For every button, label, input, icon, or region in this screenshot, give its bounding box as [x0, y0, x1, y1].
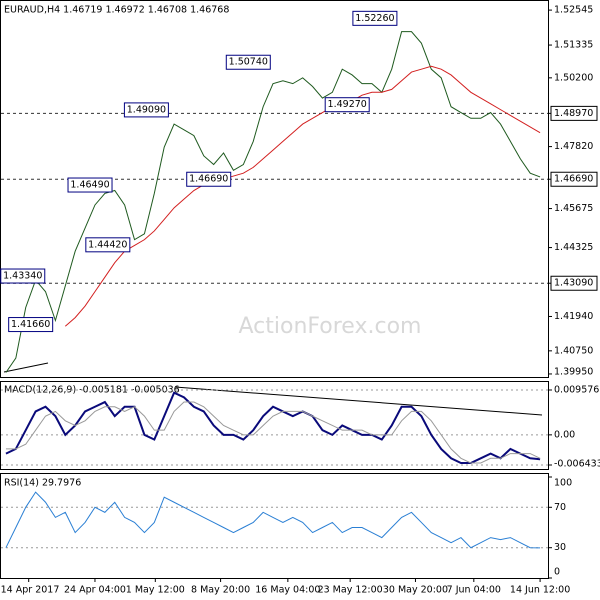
series-line: [5, 391, 541, 464]
level-annotation: 1.50740: [229, 57, 268, 68]
level-annotation: 1.44420: [88, 239, 127, 250]
y-tick-label: 100: [554, 478, 572, 489]
x-tick-label: 23 May 12:00: [318, 585, 383, 596]
x-tick-label: 1 May 12:00: [126, 585, 185, 596]
y-tick-label: 30: [554, 542, 566, 553]
y-tick-label: 1.39950: [554, 367, 593, 378]
level-annotation-box: [85, 237, 131, 253]
level-annotation-box: [67, 177, 113, 193]
y-tick-label: 1.44325: [554, 242, 593, 253]
panel-title: RSI(14) 29.7976: [4, 478, 81, 489]
y-tick-label: 0.009576: [554, 384, 599, 395]
x-tick-label: 8 May 20:00: [191, 585, 250, 596]
level-annotation-box: [0, 268, 46, 284]
x-tick-label: 14 Apr 2017: [1, 585, 60, 596]
y-tick-label: 1.45675: [554, 203, 593, 214]
y-tick-label: 1.47820: [554, 141, 593, 152]
trend-line: [3, 362, 49, 373]
level-annotation: 1.41660: [11, 319, 50, 330]
y-tick-label: 0: [554, 567, 560, 578]
level-annotation: 1.52260: [355, 13, 394, 24]
level-annotation: 1.43340: [3, 271, 42, 282]
y-tick-label: 1.51335: [554, 40, 593, 51]
y-tick-label: 1.43090: [554, 278, 593, 289]
trend-line: [174, 386, 543, 416]
macd-frame: [0, 381, 549, 470]
series-line: [5, 401, 541, 464]
level-annotation-box: [225, 54, 271, 70]
y-tick-label: 1.52545: [554, 5, 593, 16]
x-tick-label: 16 May 04:00: [255, 585, 320, 596]
rsi-frame: [0, 473, 549, 579]
y-tick-label: -0.006433: [554, 459, 600, 470]
level-annotation: 1.46690: [189, 174, 228, 185]
y-tick-label: 1.41940: [554, 311, 593, 322]
level-annotation-box: [8, 317, 54, 333]
y-tick-label: 1.50200: [554, 72, 593, 83]
series-line: [5, 31, 541, 373]
x-tick-label: 14 Jun 12:00: [510, 585, 570, 596]
level-annotation-box: [352, 10, 398, 26]
level-annotation: 1.49090: [127, 104, 166, 115]
level-label-box: [550, 171, 598, 187]
series-line: [5, 491, 541, 549]
level-label-box: [550, 105, 598, 121]
y-tick-label: 70: [554, 502, 566, 513]
level-annotation: 1.49270: [328, 99, 367, 110]
y-tick-label: 1.48970: [554, 108, 593, 119]
level-label-box: [550, 275, 598, 291]
level-annotation: 1.46490: [70, 180, 109, 191]
y-tick-label: 1.40750: [554, 345, 593, 356]
level-annotation-box: [186, 171, 232, 187]
x-tick-label: 7 Jun 04:00: [447, 585, 501, 596]
y-tick-label: 1.46690: [554, 174, 593, 185]
price-frame: [0, 0, 549, 378]
chart-title: EURAUD,H4 1.46719 1.46972 1.46708 1.4676…: [4, 5, 229, 16]
watermark: ActionForex.com: [239, 314, 422, 339]
series-line: [64, 65, 541, 327]
x-tick-label: 30 May 20:00: [383, 585, 448, 596]
level-annotation-box: [123, 102, 169, 118]
x-tick-label: 24 Apr 04:00: [64, 585, 126, 596]
y-tick-label: 0.00: [554, 429, 575, 440]
level-annotation-box: [324, 97, 370, 113]
